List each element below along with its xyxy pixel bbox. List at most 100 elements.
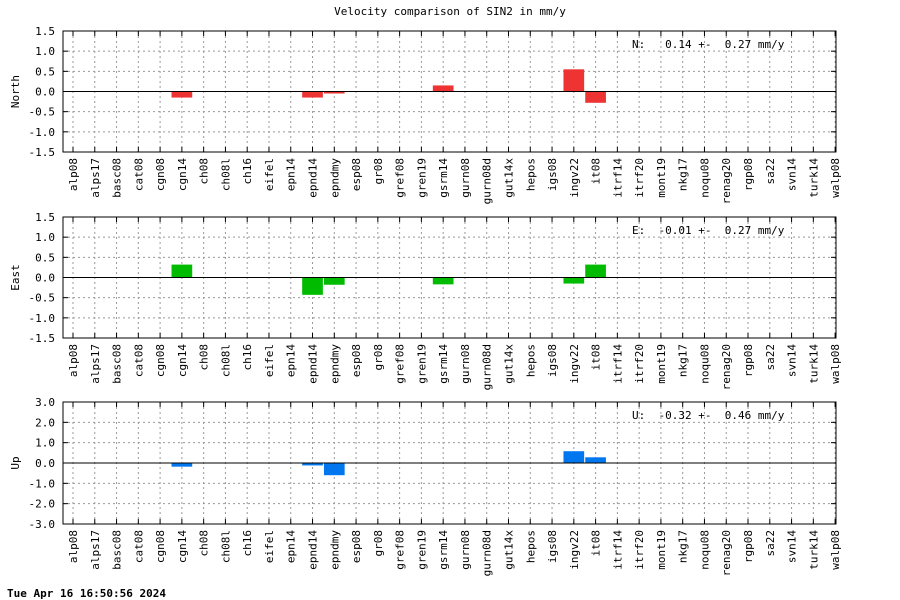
x-tick-label: cat08 (132, 344, 145, 377)
panel-east: -1.5 -1.0 -0.5 0.0 0.5 1.0 1.5 alp08 alps17 basc0… (9, 211, 842, 390)
x-tick-label: gsrm14 (437, 530, 450, 570)
x-tick-label: epndmy (328, 158, 341, 198)
bar-ingv22 (563, 277, 585, 284)
summary-annotation: N: 0.14 +- 0.27 mm/y (632, 38, 785, 51)
x-tick-label: gr08 (372, 530, 385, 557)
x-tick-label: basc08 (111, 344, 124, 384)
x-tick-label: hepos (524, 158, 537, 191)
x-tick-label: gurn08 (459, 158, 472, 198)
x-tick-label: gurn08 (459, 344, 472, 384)
y-tick-label: -1.0 (29, 477, 56, 490)
x-tick-label: gr08 (372, 158, 385, 185)
x-tick-label: basc08 (111, 530, 124, 570)
x-tick-label: itrf14 (611, 344, 624, 384)
x-tick-label: cgn08 (154, 158, 167, 191)
y-axis-label: North (9, 75, 22, 108)
y-tick-label: 0.0 (35, 86, 55, 99)
x-tick-label: eifel (263, 158, 276, 191)
x-tick-label: hepos (524, 530, 537, 563)
x-tick-label: itrf14 (611, 530, 624, 570)
panel-north: -1.5 -1.0 -0.5 0.0 0.5 1.0 1.5 alp08 alps17 basc0… (9, 25, 842, 204)
x-tick-label: nkg17 (677, 530, 690, 563)
x-tick-label: gr08 (372, 344, 385, 371)
x-tick-label: mont19 (655, 530, 668, 570)
x-tick-label: epnd14 (307, 344, 320, 384)
x-tick-label: rgp08 (742, 158, 755, 191)
x-tick-label: esp08 (350, 344, 363, 377)
x-tick-label: ch08l (219, 344, 232, 377)
y-tick-label: 1.0 (35, 231, 55, 244)
y-tick-label: 0.0 (35, 457, 55, 470)
x-tick-label: gut14x (502, 158, 515, 198)
bar-cgn14 (171, 463, 193, 467)
x-tick-label: renag20 (720, 344, 733, 390)
x-tick-label: rgp08 (742, 530, 755, 563)
y-tick-label: 1.0 (35, 437, 55, 450)
x-tick-label: gren19 (415, 344, 428, 384)
x-tick-label: walp08 (829, 530, 842, 570)
bar-ingv22 (563, 451, 585, 463)
x-tick-label: alp08 (67, 158, 80, 191)
x-tick-label: turk14 (807, 158, 820, 198)
x-tick-label: walp08 (829, 158, 842, 198)
x-tick-label: basc08 (111, 158, 124, 198)
x-tick-label: ingv22 (568, 158, 581, 198)
x-tick-label: epndmy (328, 344, 341, 384)
y-tick-label: -1.5 (29, 332, 56, 345)
x-tick-label: gsrm14 (437, 344, 450, 384)
bar-gsrm14 (432, 277, 454, 285)
bar-cgn14 (171, 264, 193, 278)
x-tick-label: epnd14 (307, 158, 320, 198)
x-tick-label: ch08l (219, 158, 232, 191)
y-tick-label: 1.5 (35, 25, 55, 38)
x-tick-label: gurn08 (459, 530, 472, 570)
bar-epndmy (323, 277, 345, 285)
bar-it08 (585, 264, 606, 278)
x-tick-label: gurn08d (481, 344, 494, 390)
y-axis-label: Up (9, 456, 22, 469)
x-tick-label: ch08 (198, 344, 211, 371)
x-tick-label: cgn08 (154, 530, 167, 563)
x-tick-label: epnd14 (307, 530, 320, 570)
x-tick-label: ch08 (198, 158, 211, 185)
bar-cgn14 (171, 91, 193, 98)
x-tick-label: epndmy (328, 530, 341, 570)
x-tick-label: renag20 (720, 158, 733, 204)
x-tick-label: it08 (590, 344, 603, 371)
x-tick-label: gut14x (502, 530, 515, 570)
x-tick-label: cgn14 (176, 344, 189, 377)
x-tick-label: renag20 (720, 530, 733, 576)
x-tick-label: itrf20 (633, 158, 646, 198)
y-tick-label: 2.0 (35, 416, 55, 429)
x-tick-label: alps17 (89, 530, 102, 570)
x-tick-label: svn14 (786, 530, 799, 563)
x-tick-label: ch16 (241, 344, 254, 371)
x-tick-label: eifel (263, 530, 276, 563)
x-tick-label: gref08 (394, 158, 407, 198)
y-axis-label: East (9, 264, 22, 291)
x-tick-label: eifel (263, 344, 276, 377)
x-tick-label: noqu08 (698, 344, 711, 384)
x-tick-label: itrf20 (633, 344, 646, 384)
y-tick-label: -1.0 (29, 126, 56, 139)
x-tick-label: ingv22 (568, 530, 581, 570)
x-tick-label: turk14 (807, 344, 820, 384)
y-tick-label: 0.0 (35, 272, 55, 285)
x-tick-label: cgn08 (154, 344, 167, 377)
x-tick-label: itrf20 (633, 530, 646, 570)
x-tick-label: esp08 (350, 530, 363, 563)
y-tick-label: -3.0 (29, 518, 56, 531)
y-tick-label: -1.0 (29, 312, 56, 325)
x-tick-label: turk14 (807, 530, 820, 570)
x-tick-label: itrf14 (611, 158, 624, 198)
x-tick-label: it08 (590, 530, 603, 557)
x-tick-label: it08 (590, 158, 603, 185)
x-tick-label: gut14x (502, 344, 515, 384)
page-title: Velocity comparison of SIN2 in mm/y (334, 5, 566, 18)
x-tick-label: svn14 (786, 158, 799, 191)
bar-epnd14 (302, 463, 323, 466)
x-tick-label: ch16 (241, 158, 254, 185)
panel-up: -3.0 -2.0 -1.0 0.0 1.0 2.0 3.0 alp08 alps17 basc0… (9, 396, 842, 576)
x-tick-label: cat08 (132, 158, 145, 191)
